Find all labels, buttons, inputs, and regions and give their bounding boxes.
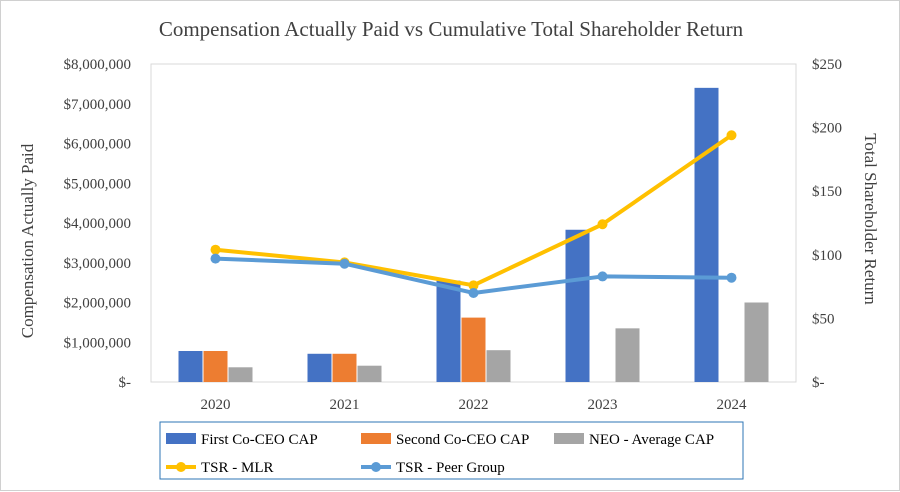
left-tick-label: $4,000,000 xyxy=(64,216,132,232)
right-axis-title: Total Shareholder Return xyxy=(861,133,880,305)
point-tsr-mlr xyxy=(210,244,221,255)
legend-swatch-first-co-ceo-cap xyxy=(166,433,196,444)
point-tsr-peer-group xyxy=(210,253,221,264)
legend-items: First Co-CEO CAP Second Co-CEO CAP NEO - A… xyxy=(166,432,714,476)
x-tick-label: 2020 xyxy=(201,397,231,413)
point-tsr-peer-group xyxy=(339,258,350,269)
point-tsr-mlr xyxy=(597,219,608,230)
bar-neo-average-cap xyxy=(744,302,769,382)
left-tick-label: $3,000,000 xyxy=(64,256,132,272)
bar-first-co-ceo-cap xyxy=(565,229,590,382)
right-tick-label: $200 xyxy=(812,121,842,137)
x-tick-label: 2021 xyxy=(330,397,360,413)
bar-neo-average-cap xyxy=(228,367,253,382)
x-tick-label: 2023 xyxy=(588,397,618,413)
right-tick-label: $100 xyxy=(812,248,842,264)
left-tick-label: $- xyxy=(119,375,132,391)
legend-marker-tsr-peer-group xyxy=(371,462,381,472)
bar-neo-average-cap xyxy=(486,350,511,382)
bar-first-co-ceo-cap xyxy=(436,280,461,382)
legend-label-second-co-ceo-cap: Second Co-CEO CAP xyxy=(396,432,529,448)
legend-label-neo-average-cap: NEO - Average CAP xyxy=(589,432,714,448)
right-tick-label: $250 xyxy=(812,57,842,73)
left-axis-title: Compensation Actually Paid xyxy=(18,143,37,338)
bar-second-co-ceo-cap xyxy=(332,353,357,382)
right-tick-label: $50 xyxy=(812,311,835,327)
left-tick-label: $6,000,000 xyxy=(64,137,132,153)
bar-first-co-ceo-cap xyxy=(694,87,719,382)
legend xyxy=(159,421,744,480)
point-tsr-mlr xyxy=(726,130,737,141)
legend-swatch-neo-average-cap xyxy=(554,433,584,444)
right-tick-label: $- xyxy=(812,375,825,391)
point-tsr-peer-group xyxy=(597,271,608,282)
left-tick-label: $1,000,000 xyxy=(64,335,132,351)
bar-second-co-ceo-cap xyxy=(203,350,228,382)
legend-label-tsr-peer-group: TSR - Peer Group xyxy=(396,460,505,476)
bar-first-co-ceo-cap xyxy=(178,350,203,382)
bar-first-co-ceo-cap xyxy=(307,353,332,382)
bar-second-co-ceo-cap xyxy=(461,317,486,382)
left-axis-ticks: $- $1,000,000 $2,000,000 $3,000,000 $4,000,0… xyxy=(64,57,132,391)
point-tsr-peer-group xyxy=(726,272,737,283)
bar-neo-average-cap xyxy=(615,328,640,382)
point-tsr-mlr xyxy=(468,280,479,291)
legend-label-tsr-mlr: TSR - MLR xyxy=(201,460,274,476)
legend-swatch-second-co-ceo-cap xyxy=(361,433,391,444)
x-tick-label: 2024 xyxy=(717,397,748,413)
left-tick-label: $5,000,000 xyxy=(64,176,132,192)
x-tick-label: 2022 xyxy=(459,397,489,413)
legend-marker-tsr-mlr xyxy=(176,462,186,472)
bar-neo-average-cap xyxy=(357,365,382,382)
right-tick-label: $150 xyxy=(812,184,842,200)
point-tsr-peer-group xyxy=(468,287,479,298)
x-axis-ticks: 2020 2021 2022 2023 2024 xyxy=(201,397,748,413)
lines-group xyxy=(210,130,737,298)
legend-label-first-co-ceo-cap: First Co-CEO CAP xyxy=(201,432,318,448)
left-tick-label: $2,000,000 xyxy=(64,296,132,312)
bars-group xyxy=(178,87,769,382)
right-axis-ticks: $- $50 $100 $150 $200 $250 xyxy=(812,57,842,391)
left-tick-label: $8,000,000 xyxy=(64,57,132,73)
left-tick-label: $7,000,000 xyxy=(64,97,132,113)
chart-title: Compensation Actually Paid vs Cumulative… xyxy=(159,17,744,41)
